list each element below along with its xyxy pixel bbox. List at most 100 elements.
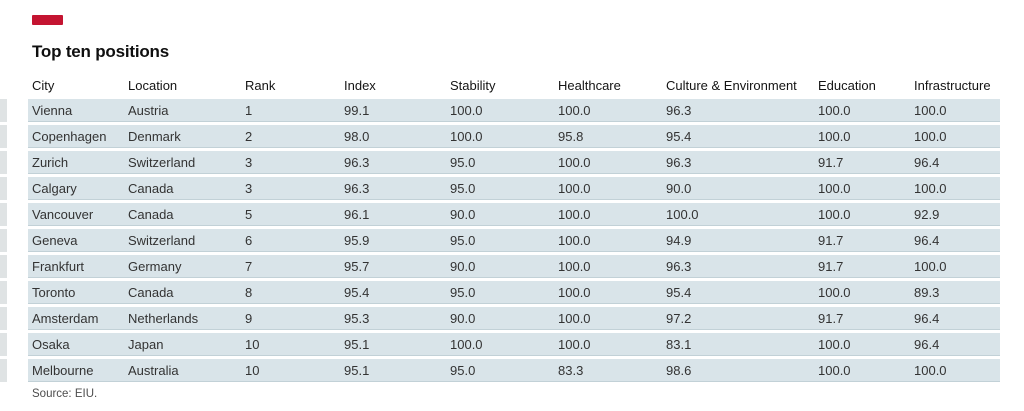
liveability-table: City Location Rank Index Stability Healthcare…: [0, 78, 1000, 385]
column-header: Education: [818, 78, 876, 93]
column-header: Infrastructure: [914, 78, 991, 93]
table-cell: 95.0: [450, 233, 476, 248]
table-cell: Australia: [128, 363, 179, 378]
table-cell: Vienna: [32, 103, 73, 118]
column-header: Healthcare: [558, 78, 621, 93]
table-cell: 100.0: [818, 181, 851, 196]
table-cell: Canada: [128, 181, 174, 196]
table-cell: Germany: [128, 259, 182, 274]
table-cell: 100.0: [818, 129, 851, 144]
table-cell: 100.0: [558, 311, 591, 326]
table-cell: 98.0: [344, 129, 370, 144]
table-cell: 90.0: [450, 311, 476, 326]
table-cell: 100.0: [450, 337, 483, 352]
table-row: Calgary Canada 3 96.3 95.0 100.0 90.0 100.0 100.…: [0, 177, 1000, 200]
table-cell: 1: [245, 103, 253, 118]
table-cell: 100.0: [558, 103, 591, 118]
table-cell: 100.0: [558, 285, 591, 300]
table-cell: Toronto: [32, 285, 76, 300]
table-cell: 95.4: [344, 285, 370, 300]
table-cell: 100.0: [914, 129, 947, 144]
table-row: Amsterdam Netherlands 9 95.3 90.0 100.0 97.2 91…: [0, 307, 1000, 330]
table-cell: 100.0: [450, 103, 483, 118]
table-cell: 95.0: [450, 155, 476, 170]
brand-red-block: [32, 15, 63, 25]
table-cell: 96.4: [914, 233, 940, 248]
table-cell: Calgary: [32, 181, 77, 196]
table-cell: 100.0: [818, 363, 851, 378]
table-cell: Frankfurt: [32, 259, 85, 274]
table-cell: Switzerland: [128, 155, 196, 170]
table-cell: 96.4: [914, 311, 940, 326]
table-row: Toronto Canada 8 95.4 95.0 100.0 95.4 100.0 89.3: [0, 281, 1000, 304]
table-cell: 95.3: [344, 311, 370, 326]
table-cell: 95.0: [450, 285, 476, 300]
table-cell: 100.0: [558, 181, 591, 196]
table-header-row: City Location Rank Index Stability Healthcare…: [28, 78, 1000, 99]
table-row: Osaka Japan 10 95.1 100.0 100.0 83.1 100.0 96.4: [0, 333, 1000, 356]
table-cell: 100.0: [558, 207, 591, 222]
table-cell: 83.3: [558, 363, 584, 378]
table-cell: 100.0: [818, 337, 851, 352]
table-cell: 95.4: [666, 285, 692, 300]
table-row: Vienna Austria 1 99.1 100.0 100.0 96.3 100.0 100…: [0, 99, 1000, 122]
column-header: City: [32, 78, 55, 93]
table-cell: 100.0: [818, 103, 851, 118]
table-cell: 6: [245, 233, 253, 248]
column-header: Culture & Environment: [666, 78, 797, 93]
table-cell: 96.3: [666, 259, 692, 274]
table-cell: 99.1: [344, 103, 370, 118]
table-cell: 96.4: [914, 155, 940, 170]
table-cell: 91.7: [818, 311, 844, 326]
table-row: Frankfurt Germany 7 95.7 90.0 100.0 96.3 91.7 10…: [0, 255, 1000, 278]
table-cell: Copenhagen: [32, 129, 107, 144]
table-cell: Canada: [128, 207, 174, 222]
table-cell: 100.0: [558, 233, 591, 248]
table-cell: 89.3: [914, 285, 940, 300]
table-cell: 5: [245, 207, 253, 222]
table-body: Vienna Austria 1 99.1 100.0 100.0 96.3 100.0 100…: [0, 99, 1000, 382]
table-cell: Melbourne: [32, 363, 94, 378]
column-header: Location: [128, 78, 178, 93]
table-cell: 3: [245, 155, 253, 170]
table-cell: 95.4: [666, 129, 692, 144]
table-cell: 91.7: [818, 259, 844, 274]
table-cell: 3: [245, 181, 253, 196]
table-cell: Vancouver: [32, 207, 94, 222]
table-cell: Amsterdam: [32, 311, 99, 326]
table-cell: 10: [245, 363, 260, 378]
figure-title: Top ten positions: [32, 42, 169, 61]
table-cell: 100.0: [558, 155, 591, 170]
table-cell: 95.9: [344, 233, 370, 248]
table-cell: 100.0: [666, 207, 699, 222]
table-cell: 90.0: [666, 181, 692, 196]
table-cell: 9: [245, 311, 253, 326]
table-cell: 100.0: [558, 259, 591, 274]
table-cell: 96.3: [344, 155, 370, 170]
table-cell: 100.0: [558, 337, 591, 352]
table-cell: 90.0: [450, 207, 476, 222]
table-cell: 8: [245, 285, 253, 300]
table-cell: 95.7: [344, 259, 370, 274]
table-cell: 100.0: [914, 363, 947, 378]
table-cell: Japan: [128, 337, 164, 352]
table-cell: Zurich: [32, 155, 69, 170]
table-row: Vancouver Canada 5 96.1 90.0 100.0 100.0 100.0 9…: [0, 203, 1000, 226]
table-cell: 92.9: [914, 207, 940, 222]
table-cell: 95.1: [344, 363, 370, 378]
column-header: Rank: [245, 78, 276, 93]
table-cell: 96.3: [666, 155, 692, 170]
table-cell: 95.1: [344, 337, 370, 352]
table-cell: 100.0: [450, 129, 483, 144]
table-cell: Switzerland: [128, 233, 196, 248]
table-cell: 97.2: [666, 311, 692, 326]
table-cell: 83.1: [666, 337, 692, 352]
table-row: Zurich Switzerland 3 96.3 95.0 100.0 96.3 91.7 9…: [0, 151, 1000, 174]
table-cell: 91.7: [818, 155, 844, 170]
table-cell: 96.3: [666, 103, 692, 118]
table-cell: 98.6: [666, 363, 692, 378]
table-row: Copenhagen Denmark 2 98.0 100.0 95.8 95.4 100.0…: [0, 125, 1000, 148]
table-cell: Austria: [128, 103, 169, 118]
table-cell: 100.0: [914, 103, 947, 118]
